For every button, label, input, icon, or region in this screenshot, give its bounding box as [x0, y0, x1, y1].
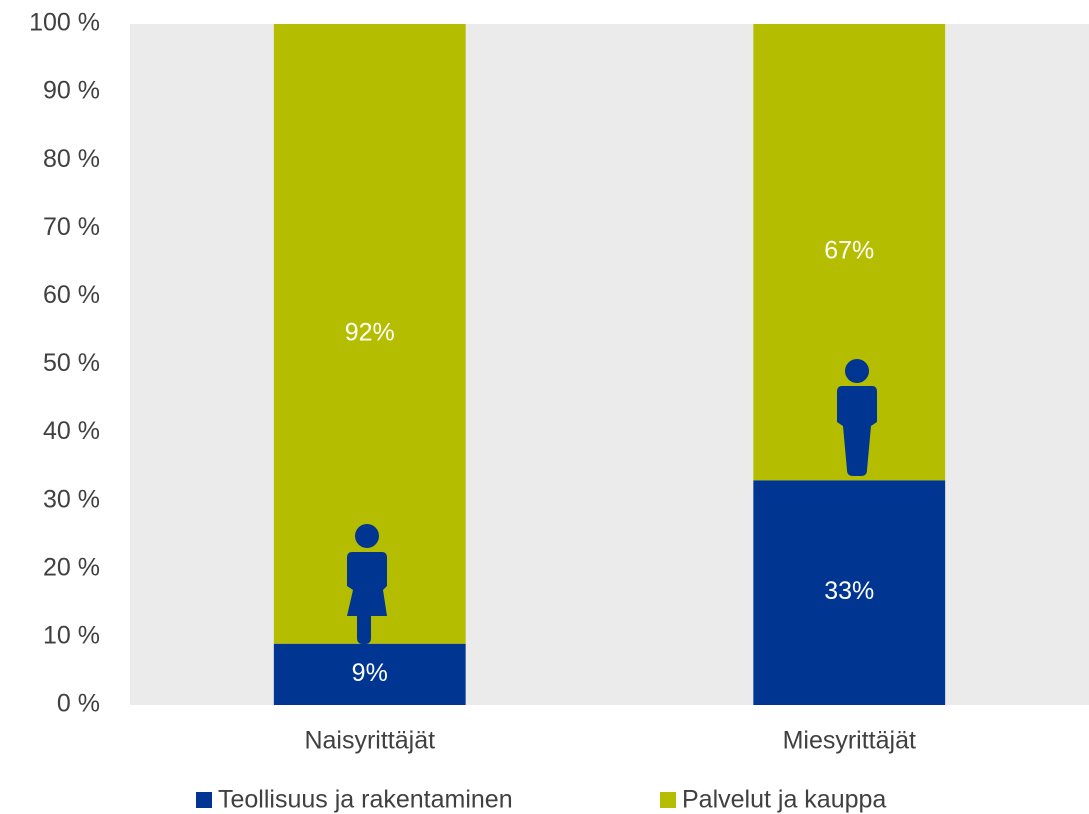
legend-swatch [196, 792, 212, 808]
legend-swatch [660, 792, 676, 808]
data-label: 92% [345, 318, 395, 346]
icons [347, 359, 877, 644]
x-tick-label: Miesyrittäjät [783, 727, 916, 755]
labels: 9% 92% 33% 67% [345, 237, 875, 687]
legend-label: Palvelut ja kauppa [682, 786, 886, 814]
y-tick-label: 90 % [43, 77, 100, 105]
y-tick-label: 0 % [57, 690, 100, 718]
y-tick-label: 20 % [43, 553, 100, 581]
y-tick-label: 40 % [43, 417, 100, 445]
data-label: 9% [352, 659, 388, 687]
woman-icon [347, 524, 387, 644]
y-tick-label: 30 % [43, 485, 100, 513]
y-tick-label: 80 % [43, 145, 100, 173]
y-tick-label: 100 % [29, 9, 100, 37]
bar-segment [753, 480, 946, 705]
bar-segment [273, 643, 466, 705]
data-label: 67% [824, 237, 874, 265]
legend-label: Teollisuus ja rakentaminen [218, 786, 513, 814]
y-tick-label: 10 % [43, 622, 100, 650]
y-tick-label: 70 % [43, 213, 100, 241]
data-label: 33% [824, 577, 874, 605]
man-icon [837, 359, 877, 476]
y-tick-label: 50 % [43, 349, 100, 377]
y-tick-label: 60 % [43, 281, 100, 309]
x-tick-label: Naisyrittäjät [304, 727, 435, 755]
